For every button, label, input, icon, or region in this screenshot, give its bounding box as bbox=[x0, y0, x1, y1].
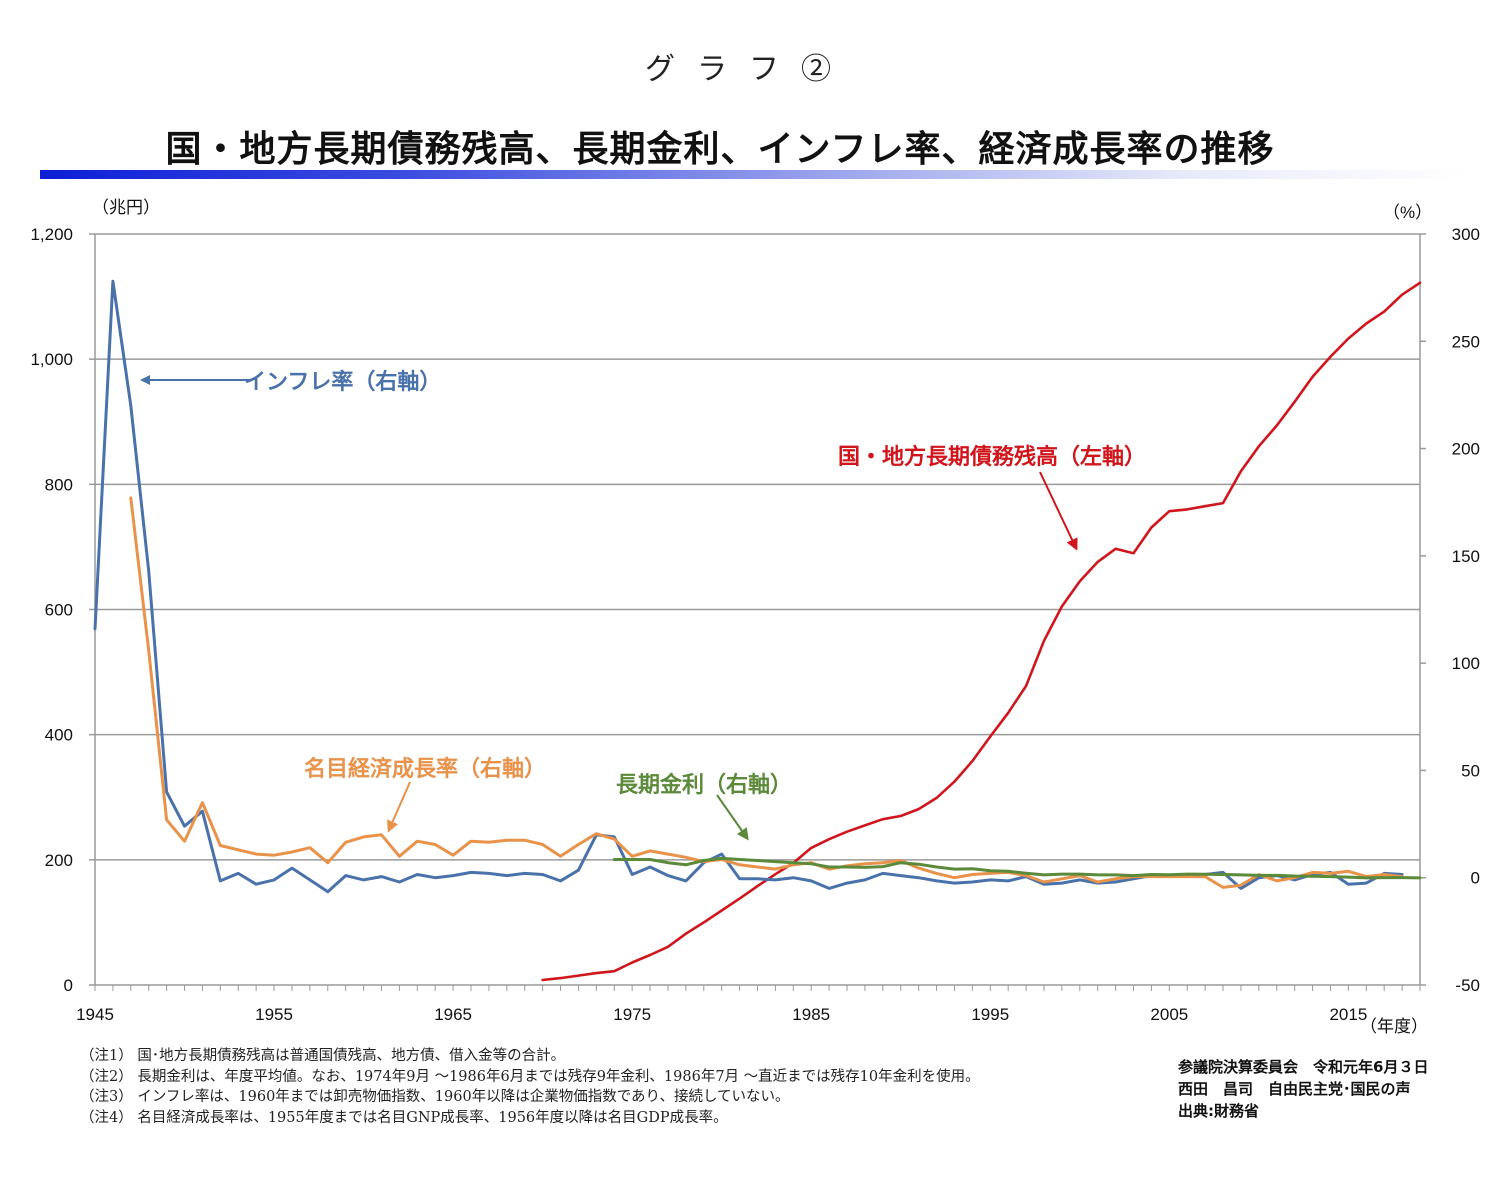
inflation-annotation-label: インフレ率（右軸） bbox=[244, 369, 441, 395]
y-right-tick-label: 300 bbox=[1452, 225, 1480, 244]
debt-annotation-label: 国・地方長期債務残高（左軸） bbox=[838, 444, 1146, 470]
footnote: （注1） 国･地方長期債務残高は普通国債残高、地方債、借入金等の合計。 bbox=[80, 1048, 566, 1064]
y-left-tick-label: 1,200 bbox=[30, 225, 73, 244]
page-title: 国・地方長期債務残高、長期金利、インフレ率、経済成長率の推移 bbox=[165, 129, 1275, 170]
series-line-debt bbox=[541, 281, 1422, 982]
x-tick-label: 1975 bbox=[613, 1005, 651, 1024]
source-line: 西田 昌司 自由民主党･国民の声 bbox=[1178, 1080, 1411, 1098]
title-underline-bar bbox=[40, 170, 1470, 179]
y-left-axis-label: （兆円） bbox=[92, 198, 160, 217]
rate-annotation-label: 長期金利（右軸） bbox=[616, 772, 792, 798]
x-tick-label: 1955 bbox=[255, 1005, 293, 1024]
debt-annotation-arrow bbox=[1039, 471, 1078, 551]
x-tick-label: 1965 bbox=[434, 1005, 472, 1024]
y-right-tick-label: 0 bbox=[1471, 869, 1480, 888]
y-right-tick-label: -50 bbox=[1455, 976, 1480, 995]
annotations: インフレ率（右軸） 名目経済成長率（右軸） 長期金利（右軸） 国・地方長期債務残… bbox=[140, 369, 1146, 841]
y-right-tick-label: 200 bbox=[1452, 440, 1480, 459]
series-line-nominal-growth bbox=[129, 496, 1404, 889]
x-tick-label: 1995 bbox=[971, 1005, 1009, 1024]
x-tick-label: 1985 bbox=[792, 1005, 830, 1024]
y-left-tick-label: 800 bbox=[45, 475, 73, 494]
y-right-tick-label: 150 bbox=[1452, 547, 1480, 566]
line-chart: 0 200 400 600 800 1,000 1,200 -50 0 50 100 150 200 25… bbox=[30, 198, 1480, 1036]
y-left-tick-label: 1,000 bbox=[30, 350, 73, 369]
footnotes: （注1） 国･地方長期債務残高は普通国債残高、地方債、借入金等の合計。 （注2）… bbox=[80, 1046, 980, 1128]
y-right-tick-label: 100 bbox=[1452, 654, 1480, 673]
x-tick-label: 2015 bbox=[1329, 1005, 1367, 1024]
y-right-tick-label: 50 bbox=[1461, 761, 1480, 780]
y-left-tick-label: 0 bbox=[64, 976, 73, 995]
rate-annotation-arrow bbox=[716, 794, 749, 841]
x-axis-label: （年度） bbox=[1360, 1017, 1428, 1036]
source-line: 参議院決算委員会 令和元年6月３日 bbox=[1178, 1058, 1429, 1076]
graph-number: グラフ② bbox=[645, 52, 853, 87]
y-left-tick-label: 600 bbox=[45, 601, 73, 620]
y-right-tick-label: 250 bbox=[1452, 332, 1480, 351]
y-left-tick-label: 400 bbox=[45, 726, 73, 745]
x-tick-label: 1945 bbox=[76, 1005, 114, 1024]
x-tick-label: 2005 bbox=[1150, 1005, 1188, 1024]
source-info: 参議院決算委員会 令和元年6月３日 西田 昌司 自由民主党･国民の声 出典:財務… bbox=[1178, 1056, 1428, 1122]
growth-annotation-arrow bbox=[387, 781, 411, 833]
y-right-axis-label: （%） bbox=[1383, 203, 1432, 222]
axes: 0 200 400 600 800 1,000 1,200 -50 0 50 100 150 200 25… bbox=[30, 225, 1480, 1024]
footnote: （注3） インフレ率は、1960年までは卸売物価指数、1960年以降は企業物価指… bbox=[80, 1089, 790, 1105]
footnote: （注4） 名目経済成長率は、1955年度までは名目GNP成長率、1956年度以降… bbox=[80, 1109, 728, 1126]
footnote: （注2） 長期金利は、年度平均値。なお、1974年9月 ～1986年6月までは残… bbox=[80, 1068, 980, 1085]
series-group bbox=[93, 279, 1422, 982]
growth-annotation-label: 名目経済成長率（右軸） bbox=[304, 756, 546, 782]
axis-labels: （兆円） （%） （年度） bbox=[92, 198, 1432, 1036]
gridlines bbox=[95, 233, 1420, 861]
y-left-tick-label: 200 bbox=[45, 851, 73, 870]
source-line: 出典:財務省 bbox=[1178, 1102, 1259, 1120]
series-line-long-term-rate bbox=[612, 856, 1422, 880]
